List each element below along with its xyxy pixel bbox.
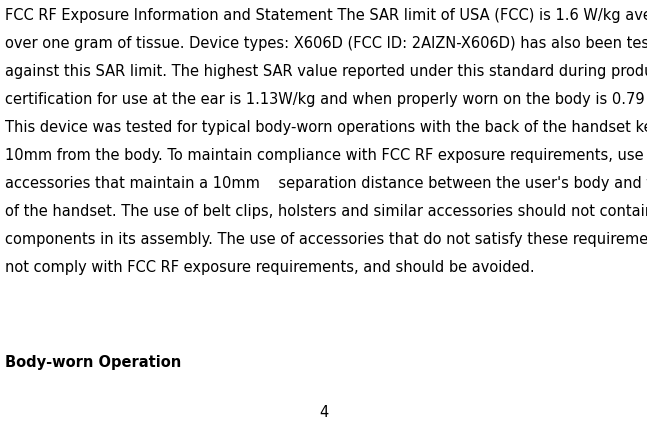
Text: This device was tested for typical body-worn operations with the back of the han: This device was tested for typical body-… <box>5 120 647 135</box>
Text: 10mm from the body. To maintain compliance with FCC RF exposure requirements, us: 10mm from the body. To maintain complian… <box>5 148 644 163</box>
Text: FCC RF Exposure Information and Statement The SAR limit of USA (FCC) is 1.6 W/kg: FCC RF Exposure Information and Statemen… <box>5 8 647 23</box>
Text: certification for use at the ear is 1.13W/kg and when properly worn on the body : certification for use at the ear is 1.13… <box>5 92 647 107</box>
Text: not comply with FCC RF exposure requirements, and should be avoided.: not comply with FCC RF exposure requirem… <box>5 260 534 275</box>
Text: over one gram of tissue. Device types: X606D (FCC ID: 2AIZN-X606D) has also been: over one gram of tissue. Device types: X… <box>5 36 647 51</box>
Text: against this SAR limit. The highest SAR value reported under this standard durin: against this SAR limit. The highest SAR … <box>5 64 647 79</box>
Text: accessories that maintain a 10mm    separation distance between the user's body : accessories that maintain a 10mm separat… <box>5 176 647 191</box>
Text: components in its assembly. The use of accessories that do not satisfy these req: components in its assembly. The use of a… <box>5 232 647 247</box>
Text: 4: 4 <box>319 405 328 420</box>
Text: of the handset. The use of belt clips, holsters and similar accessories should n: of the handset. The use of belt clips, h… <box>5 204 647 219</box>
Text: Body-worn Operation: Body-worn Operation <box>5 355 181 370</box>
